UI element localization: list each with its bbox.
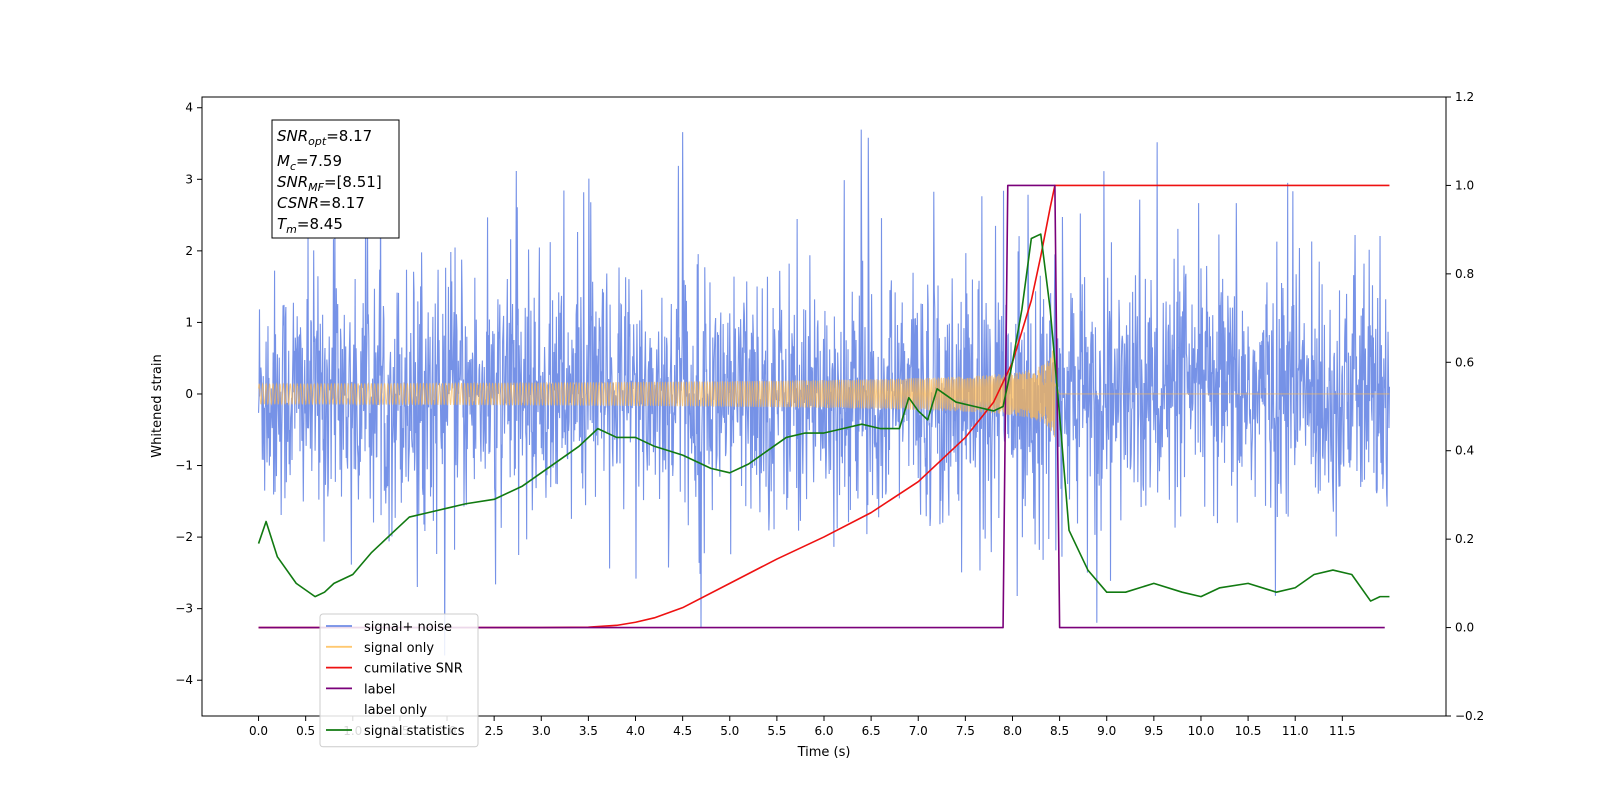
- info-mc: Mc=7.59: [277, 152, 342, 173]
- legend-label-label-only: label only: [364, 703, 427, 718]
- x-tick-label: 0.5: [296, 724, 315, 738]
- x-tick-label: 10.0: [1188, 724, 1215, 738]
- legend-item-signal-noise: signal+ noise: [326, 620, 452, 635]
- info-box-frame: [271, 119, 400, 239]
- info-csnr-value: 8.17: [332, 194, 365, 212]
- x-tick-label: 6.0: [814, 724, 833, 738]
- cumilative-snr-line: [258, 184, 1390, 629]
- signal-only-line: [258, 349, 1390, 438]
- y-left-tick-label: −2: [175, 530, 193, 544]
- y-axis-right: −0.2 0.0 0.2 0.4 0.6 0.8 1.0 1.2: [1446, 90, 1484, 723]
- signal-statistics-line: [257, 233, 1390, 602]
- y-left-tick-label: 1: [185, 315, 193, 329]
- y-left-tick-label: 2: [185, 244, 193, 258]
- y-left-tick-label: −3: [175, 602, 193, 616]
- y-axis-left: −4 −3 −2 −1 0 1 2 3 4: [175, 101, 202, 687]
- legend-frame: [319, 613, 479, 748]
- x-tick-label: 5.5: [767, 724, 786, 738]
- x-tick-label: 3.5: [579, 724, 598, 738]
- info-tm-value: 8.45: [309, 215, 342, 233]
- x-tick-label: 10.5: [1235, 724, 1262, 738]
- legend-item-label-only: label only: [364, 703, 427, 718]
- info-tm: Tm=8.45: [277, 215, 343, 236]
- y-left-tick-label: −1: [175, 459, 193, 473]
- legend-item-signal-statistics: signal statistics: [326, 724, 465, 739]
- label-line: [258, 184, 1385, 629]
- y-left-tick-label: 3: [185, 172, 193, 186]
- y-right-tick-label: 1.2: [1455, 90, 1474, 104]
- y-left-tick-label: 4: [185, 101, 193, 115]
- y-right-tick-label: 0.2: [1455, 532, 1474, 546]
- y-right-tick-label: 0.8: [1455, 267, 1474, 281]
- x-tick-label: 11.0: [1282, 724, 1309, 738]
- legend-label-signal-statistics: signal statistics: [364, 724, 465, 739]
- info-snr-opt: SNRopt=8.17: [277, 127, 372, 148]
- legend-item-label: label: [326, 682, 395, 697]
- x-tick-label: 5.0: [720, 724, 739, 738]
- y-left-tick-label: 0: [185, 387, 193, 401]
- info-csnr: CSNR=8.17: [277, 194, 365, 212]
- x-tick-label: 4.0: [626, 724, 645, 738]
- x-tick-label: 11.5: [1329, 724, 1356, 738]
- y-right-tick-label: 0.4: [1455, 444, 1474, 458]
- x-tick-label: 4.5: [673, 724, 692, 738]
- legend-item-cumilative-snr: cumilative SNR: [326, 662, 463, 677]
- legend-label-label: label: [364, 682, 395, 697]
- legend: signal+ noise signal only cumilative SNR la…: [319, 613, 479, 748]
- info-mc-value: 7.59: [309, 152, 342, 170]
- info-box: SNRopt=8.17 Mc=7.59 SNRMF=[8.51] CSNR=8.…: [271, 119, 400, 239]
- x-tick-label: 8.5: [1050, 724, 1069, 738]
- x-tick-label: 3.0: [532, 724, 551, 738]
- x-tick-label: 9.0: [1097, 724, 1116, 738]
- x-tick-label: 7.0: [909, 724, 928, 738]
- info-snr-mf: SNRMF=[8.51]: [277, 173, 382, 194]
- y-right-tick-label: 0.6: [1455, 355, 1474, 369]
- x-tick-label: 0.0: [249, 724, 268, 738]
- x-tick-label: 8.0: [1003, 724, 1022, 738]
- x-tick-label: 2.5: [485, 724, 504, 738]
- y-axis-label-left: Whitened strain: [150, 354, 165, 457]
- y-right-tick-label: −0.2: [1455, 709, 1484, 723]
- info-snr-mf-value: [8.51]: [337, 173, 382, 191]
- signal-noise-line: [258, 129, 1390, 656]
- legend-label-cumilative-snr: cumilative SNR: [364, 662, 463, 677]
- legend-label-signal-only: signal only: [364, 641, 434, 656]
- x-tick-label: 7.5: [956, 724, 975, 738]
- x-tick-label: 9.5: [1144, 724, 1163, 738]
- x-tick-label: 6.5: [862, 724, 881, 738]
- x-axis-label: Time (s): [797, 745, 851, 760]
- plot-area: [257, 129, 1390, 656]
- y-right-tick-label: 1.0: [1455, 178, 1474, 192]
- legend-item-signal-only: signal only: [326, 641, 434, 656]
- y-left-tick-label: −4: [175, 673, 193, 687]
- y-right-tick-label: 0.0: [1455, 621, 1474, 635]
- info-snr-opt-value: 8.17: [339, 127, 372, 145]
- legend-label-signal-noise: signal+ noise: [364, 620, 452, 635]
